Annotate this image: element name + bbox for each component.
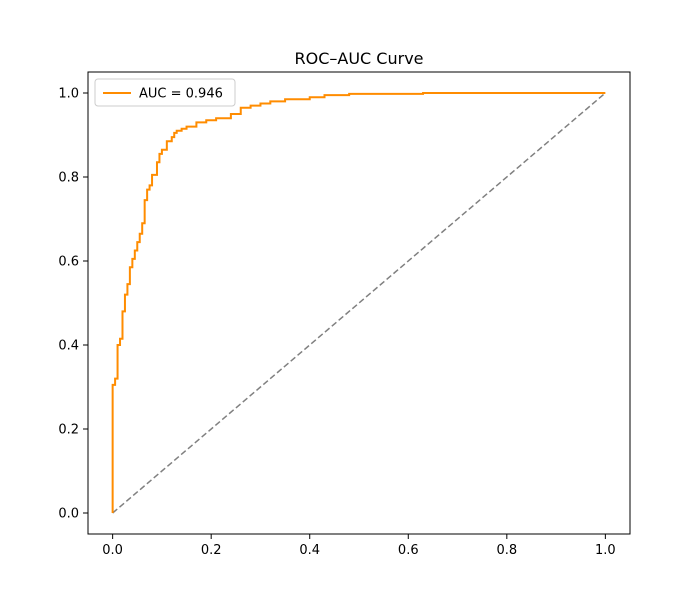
y-tick-label: 0.6 bbox=[58, 255, 79, 270]
y-tick-label: 0.4 bbox=[58, 339, 79, 354]
legend: AUC = 0.946 bbox=[94, 78, 236, 107]
chart-title: ROC–AUC Curve bbox=[295, 49, 424, 68]
legend-box bbox=[94, 78, 236, 107]
axes-frame bbox=[87, 71, 631, 535]
axes: 0.0 0.2 0.4 0.6 0.8 1.0 0.0 0.2 0.4 0.6 0.8 1.0 bbox=[58, 71, 631, 558]
x-tick-label: 0.6 bbox=[398, 543, 419, 558]
y-tick-label: 0.0 bbox=[58, 507, 79, 522]
y-tick-label: 0.8 bbox=[58, 171, 79, 186]
x-tick-label: 0.4 bbox=[299, 543, 320, 558]
x-tick-label: 0.8 bbox=[496, 543, 517, 558]
roc-curve-line bbox=[111, 92, 606, 513]
x-tick-label: 0.0 bbox=[102, 543, 123, 558]
x-tick-label: 0.2 bbox=[201, 543, 222, 558]
y-tick-label: 0.2 bbox=[58, 423, 79, 438]
legend-label: AUC = 0.946 bbox=[139, 87, 223, 102]
y-tick-label: 1.0 bbox=[58, 87, 79, 102]
x-tick-label: 1.0 bbox=[595, 543, 616, 558]
plot-area bbox=[111, 92, 606, 514]
